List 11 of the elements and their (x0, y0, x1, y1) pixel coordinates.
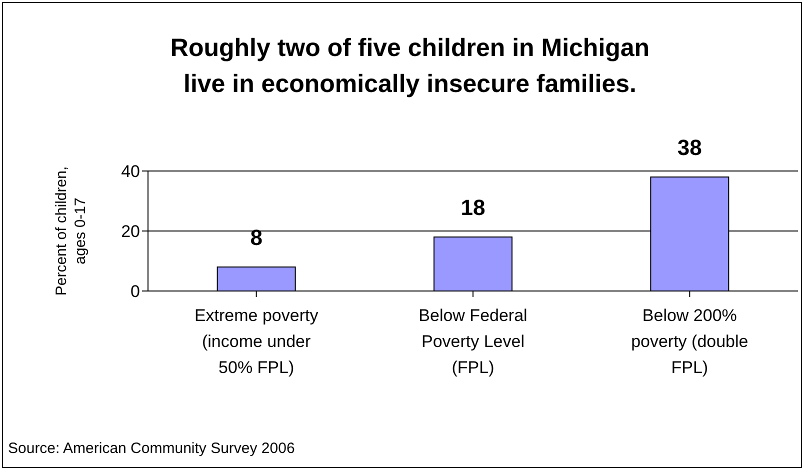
y-tick-label: 40 (121, 162, 140, 182)
x-tick-label: Below 200% poverty (double FPL) (631, 306, 748, 377)
chart-title: Roughly two of five children in Michigan live in economically insecure families. (169, 33, 651, 100)
y-tick-label: 20 (121, 222, 140, 242)
source-note: Source: American Community Survey 2006 (8, 440, 295, 457)
x-tick-label: Below Federal Poverty Level (FPL) (418, 306, 528, 377)
data-label: 18 (460, 195, 486, 220)
x-tick-label: Extreme poverty (income under 50% FPL) (194, 306, 319, 377)
y-tick-label: 0 (130, 282, 140, 302)
data-label: 38 (677, 135, 702, 160)
y-axis-title: Percent of children, ages 0-17 (53, 166, 89, 296)
